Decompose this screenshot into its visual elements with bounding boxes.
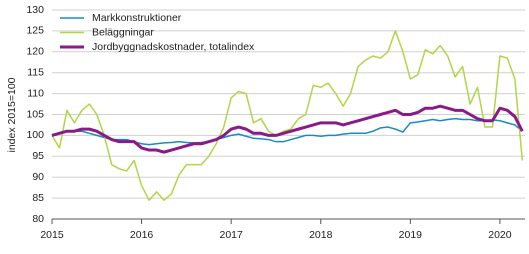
y-tick-label: 100 [26, 129, 44, 141]
legend-label: Beläggningar [92, 26, 154, 38]
x-tick-label: 2015 [40, 229, 64, 241]
y-tick-label: 115 [27, 66, 44, 78]
legend-label: Markkonstruktioner [92, 12, 182, 24]
y-tick-label: 90 [32, 171, 44, 183]
y-tick-label: 120 [26, 46, 44, 58]
x-tick-label: 2018 [309, 229, 333, 241]
legend-label: Jordbyggnadskostnader, totalindex [92, 41, 255, 53]
x-tick-label: 2019 [399, 229, 423, 241]
y-tick-label: 130 [26, 4, 44, 16]
y-tick-label: 110 [27, 87, 44, 99]
data-line [51, 30, 524, 201]
x-tick-label: 2016 [130, 229, 154, 241]
y-axis-label: index 2015=100 [6, 77, 18, 152]
x-tick-label: 2017 [219, 229, 243, 241]
x-tick-label: 2020 [488, 229, 512, 241]
y-tick-label: 85 [32, 192, 44, 204]
y-tick-label: 125 [26, 25, 44, 37]
data-line [51, 104, 524, 154]
y-tick-label: 105 [26, 108, 44, 120]
y-tick-label: 95 [32, 150, 44, 162]
y-tick-label: 80 [32, 213, 44, 225]
